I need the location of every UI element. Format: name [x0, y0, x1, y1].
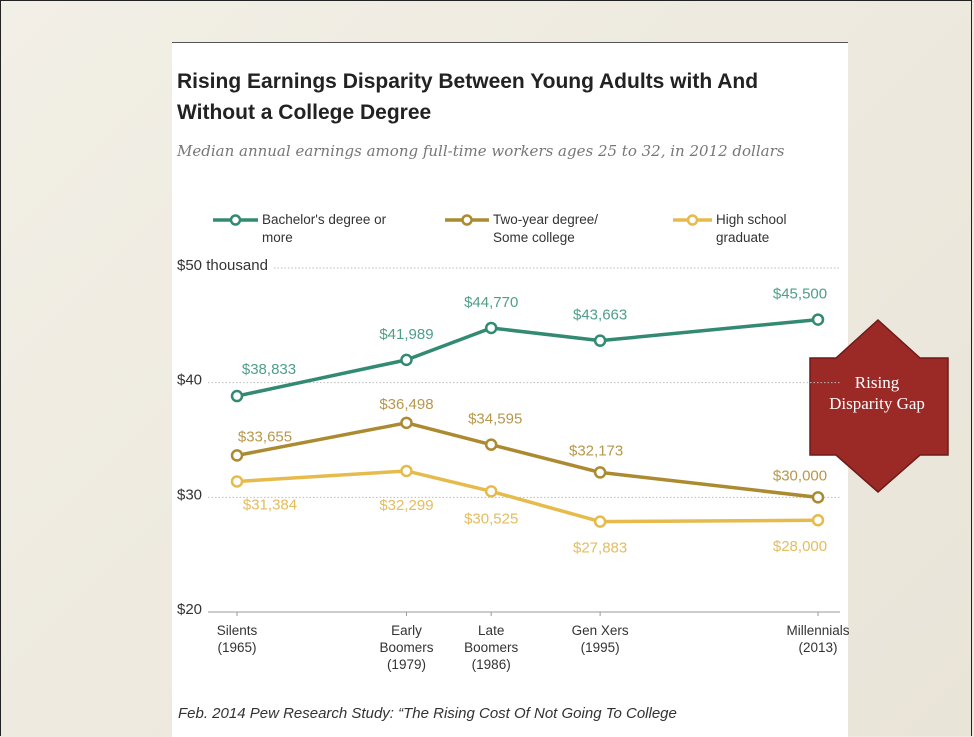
- chart-panel: [172, 42, 848, 737]
- data-point: [811, 514, 825, 527]
- data-label: $30,525: [464, 510, 518, 527]
- data-point: [811, 313, 825, 326]
- data-label: $33,655: [238, 428, 292, 445]
- legend-marker: [229, 214, 242, 226]
- data-point: [593, 334, 607, 347]
- data-point: [484, 485, 498, 498]
- legend-label: High school graduate: [716, 212, 787, 245]
- arrow-shape: [809, 318, 949, 493]
- y-tick-label: $40: [177, 372, 202, 389]
- legend-label: Bachelor's degree or more: [262, 212, 387, 245]
- data-label: $32,173: [569, 442, 623, 459]
- data-label: $36,498: [379, 396, 433, 413]
- series-line: [236, 317, 819, 398]
- caption: Feb. 2014 Pew Research Study: “The Risin…: [178, 705, 677, 722]
- data-label: $43,663: [573, 307, 627, 324]
- data-label: $38,833: [242, 361, 296, 378]
- x-tick-label: Early Boomers (1979): [379, 623, 434, 672]
- series-line: [236, 469, 819, 524]
- data-label: $31,384: [243, 496, 297, 513]
- data-label: $45,500: [773, 286, 827, 303]
- data-label: $41,989: [379, 326, 433, 343]
- data-point: [593, 515, 607, 528]
- series-line: [236, 421, 819, 500]
- legend-marker: [686, 214, 699, 226]
- x-tick-label: Late Boomers (1986): [464, 623, 519, 672]
- data-label: $28,000: [773, 538, 827, 555]
- data-point: [400, 416, 413, 430]
- data-label: $27,883: [573, 540, 627, 557]
- data-label: $34,595: [468, 411, 522, 428]
- disparity-arrow: [809, 318, 949, 493]
- x-tick-label: Millennials (2013): [786, 623, 850, 655]
- data-label: $44,770: [464, 294, 518, 311]
- chart-subtitle: Median annual earnings among full-time w…: [177, 142, 785, 160]
- y-tick-label: $20: [177, 601, 202, 618]
- x-tick-label: Gen Xers (1995): [571, 623, 629, 655]
- data-label: $32,299: [379, 497, 433, 514]
- data-point: [400, 353, 413, 367]
- data-point: [230, 449, 244, 462]
- annotation: Rising Disparity Gap: [829, 373, 925, 413]
- legend-label: Two-year degree/ Some college: [493, 212, 599, 245]
- legend-marker: [461, 214, 473, 226]
- chart-title: Rising Earnings Disparity Between Young …: [177, 70, 759, 124]
- data-point: [484, 438, 498, 451]
- y-tick-label: $50 thousand: [177, 257, 268, 274]
- x-tick-label: Silents (1965): [216, 623, 258, 655]
- data-point: [230, 475, 244, 488]
- y-tick-label: $30: [177, 486, 202, 503]
- data-point: [593, 466, 607, 479]
- data-label: $30,000: [773, 467, 827, 484]
- data-point: [811, 491, 825, 504]
- data-point: [484, 321, 498, 335]
- data-point: [400, 464, 413, 478]
- data-point: [230, 389, 244, 403]
